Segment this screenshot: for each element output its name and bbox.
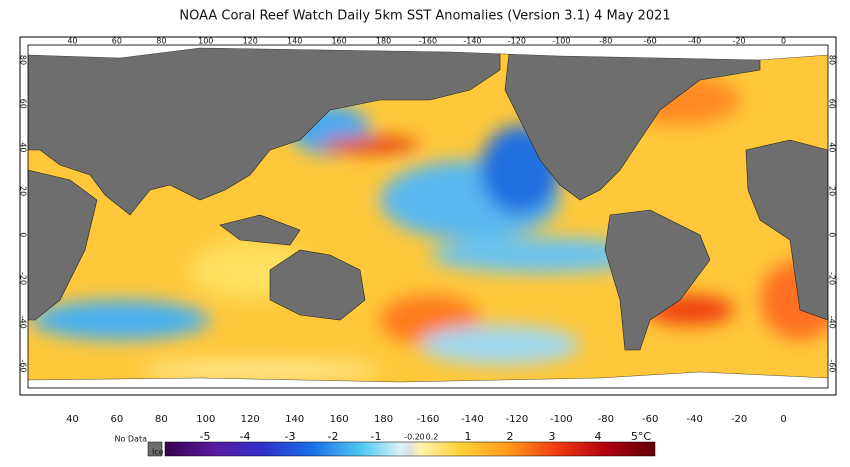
latitude-label-right: -60 xyxy=(828,359,837,372)
longitude-label-bottom: 60 xyxy=(111,414,124,425)
longitude-label-top: 180 xyxy=(376,37,391,46)
longitude-label-bottom: -160 xyxy=(417,414,440,425)
latitude-label-right: 60 xyxy=(828,99,837,109)
longitude-label-top: 140 xyxy=(287,37,302,46)
map-area xyxy=(28,45,828,388)
longitude-label-top: -80 xyxy=(599,37,612,46)
land-eurasia xyxy=(28,45,501,216)
no-data-swatch xyxy=(147,441,163,457)
longitude-label-bottom: 100 xyxy=(196,414,215,425)
latitude-label-right: 40 xyxy=(828,142,837,152)
latitude-label-right: 0 xyxy=(828,232,837,237)
land-maritime-asia xyxy=(219,214,301,246)
longitude-label-top: -60 xyxy=(644,37,657,46)
longitude-label-top: -20 xyxy=(733,37,746,46)
latitude-label-left: 80 xyxy=(19,55,28,65)
colorbar-label: 3 xyxy=(549,430,556,443)
longitude-label-top: -40 xyxy=(688,37,701,46)
latitude-label-left: -60 xyxy=(19,359,28,372)
longitude-label-top: -120 xyxy=(508,37,526,46)
map-border xyxy=(27,44,829,389)
colorbar-label: 0.2 xyxy=(426,433,439,442)
latitude-label-right: -40 xyxy=(828,316,837,329)
colorbar-label: -3 xyxy=(285,430,296,443)
longitude-label-bottom: 120 xyxy=(241,414,260,425)
colorbar-label: 5°C xyxy=(631,430,651,443)
latitude-label-left: 0 xyxy=(19,232,28,237)
longitude-label-top: 160 xyxy=(331,37,346,46)
latitude-label-left: 20 xyxy=(19,186,28,196)
colorbar-label: -4 xyxy=(240,430,251,443)
latitude-label-left: -20 xyxy=(19,272,28,285)
ice-antarctica xyxy=(28,371,828,388)
longitude-label-bottom: 0 xyxy=(780,414,786,425)
colorbar xyxy=(164,441,656,457)
longitude-label-bottom: 180 xyxy=(374,414,393,425)
longitude-label-top: 60 xyxy=(112,37,122,46)
land-south-america xyxy=(604,209,711,351)
longitude-label-bottom: -20 xyxy=(731,414,747,425)
latitude-label-left: 60 xyxy=(19,99,28,109)
land-africa-west xyxy=(745,139,828,321)
longitude-label-bottom: 80 xyxy=(155,414,168,425)
longitude-label-bottom: 160 xyxy=(330,414,349,425)
no-data-label: No Data xyxy=(114,435,147,444)
colorbar-label: 1 xyxy=(465,430,472,443)
longitude-label-top: -100 xyxy=(552,37,570,46)
colorbar-label: -2 xyxy=(328,430,339,443)
longitude-label-bottom: -140 xyxy=(461,414,484,425)
longitude-label-top: 100 xyxy=(198,37,213,46)
latitude-label-left: 40 xyxy=(19,142,28,152)
latitude-label-right: -20 xyxy=(828,272,837,285)
colorbar-label: -5 xyxy=(200,430,211,443)
longitude-label-top: -160 xyxy=(419,37,437,46)
colorbar-label: 0 xyxy=(419,433,424,442)
latitude-label-right: 80 xyxy=(828,55,837,65)
longitude-label-bottom: -60 xyxy=(642,414,658,425)
longitude-label-bottom: -40 xyxy=(686,414,702,425)
longitude-label-bottom: 40 xyxy=(66,414,79,425)
longitude-label-bottom: -100 xyxy=(550,414,573,425)
colorbar-label: -0.2 xyxy=(404,433,420,442)
latitude-label-right: 20 xyxy=(828,186,837,196)
colorbar-label: 4 xyxy=(595,430,602,443)
longitude-label-bottom: -80 xyxy=(598,414,614,425)
longitude-label-bottom: -120 xyxy=(506,414,529,425)
latitude-label-left: -40 xyxy=(19,316,28,329)
longitude-label-top: 80 xyxy=(156,37,166,46)
map-title: NOAA Coral Reef Watch Daily 5km SST Anom… xyxy=(179,9,670,24)
colorbar-label: 2 xyxy=(507,430,514,443)
longitude-label-top: -140 xyxy=(463,37,481,46)
ice-arctic xyxy=(28,45,828,61)
land-north-america xyxy=(504,45,761,201)
land-africa-east xyxy=(28,169,98,321)
ice-label: Ice xyxy=(152,448,164,457)
longitude-label-top: 40 xyxy=(67,37,77,46)
longitude-label-top: 0 xyxy=(781,37,786,46)
colorbar-label: -1 xyxy=(371,430,382,443)
land-australia xyxy=(269,249,366,321)
longitude-label-bottom: 140 xyxy=(285,414,304,425)
longitude-label-top: 120 xyxy=(243,37,258,46)
